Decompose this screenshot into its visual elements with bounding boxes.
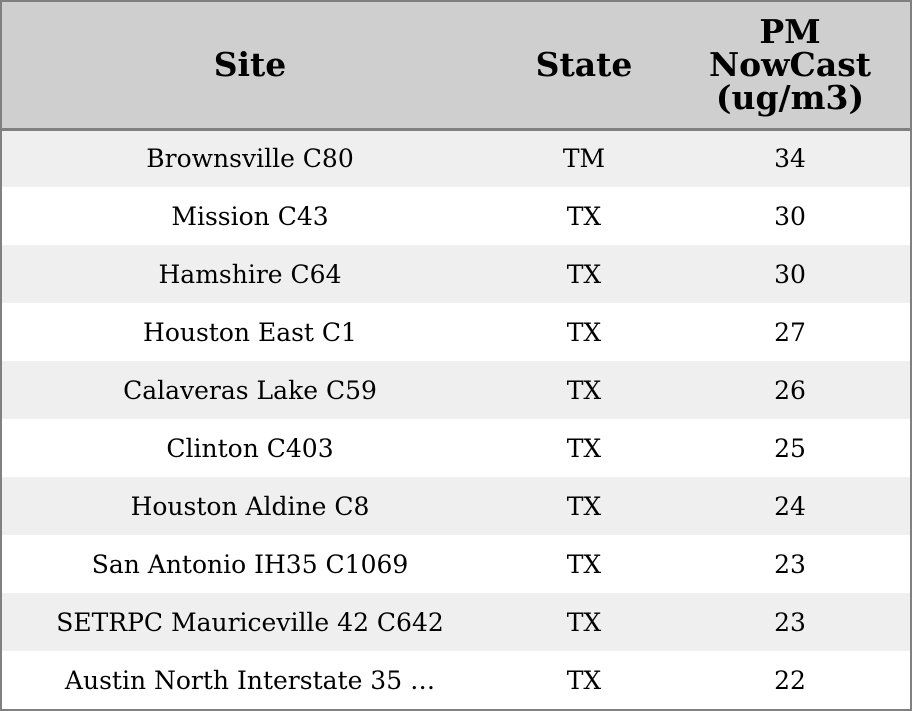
table-row: Houston Aldine C8 TX 24 <box>2 477 910 535</box>
cell-state: TX <box>566 375 602 405</box>
cell-site: Calaveras Lake C59 <box>123 375 377 405</box>
cell-pm: 23 <box>774 549 806 579</box>
cell-state: TX <box>566 201 602 231</box>
table-header: Site State PM NowCast (ug/m3) <box>2 2 910 131</box>
cell-state: TX <box>566 491 602 521</box>
table-row: Calaveras Lake C59 TX 26 <box>2 361 910 419</box>
cell-pm: 22 <box>774 665 806 695</box>
table-row: Austin North Interstate 35 … TX 22 <box>2 651 910 709</box>
column-header-site: Site <box>2 2 498 131</box>
table-row: San Antonio IH35 C1069 TX 23 <box>2 535 910 593</box>
cell-state: TX <box>566 549 602 579</box>
cell-pm: 30 <box>774 201 806 231</box>
cell-pm: 25 <box>774 433 806 463</box>
table-row: Brownsville C80 TM 34 <box>2 129 910 187</box>
table-row: Mission C43 TX 30 <box>2 187 910 245</box>
cell-pm: 23 <box>774 607 806 637</box>
cell-site: Houston East C1 <box>143 317 357 347</box>
table-row: Clinton C403 TX 25 <box>2 419 910 477</box>
column-header-pm-nowcast: PM NowCast (ug/m3) <box>670 2 910 131</box>
table-row: SETRPC Mauriceville 42 C642 TX 23 <box>2 593 910 651</box>
cell-site: Mission C43 <box>171 201 329 231</box>
pm-header-line-1: PM <box>759 12 821 52</box>
cell-site: Austin North Interstate 35 … <box>64 665 436 695</box>
cell-pm: 30 <box>774 259 806 289</box>
cell-state: TM <box>562 144 606 174</box>
pm-header-line-2: NowCast <box>708 45 872 85</box>
table-body: Brownsville C80 TM 34 Mission C43 TX 30 … <box>2 129 910 709</box>
cell-site: Hamshire C64 <box>158 259 342 289</box>
cell-pm: 27 <box>774 317 806 347</box>
cell-pm: 24 <box>774 491 806 521</box>
cell-state: TX <box>566 433 602 463</box>
cell-site: Brownsville C80 <box>146 144 354 174</box>
cell-pm: 26 <box>774 375 806 405</box>
cell-state: TX <box>566 259 602 289</box>
table-row: Hamshire C64 TX 30 <box>2 245 910 303</box>
cell-site: SETRPC Mauriceville 42 C642 <box>56 607 444 637</box>
cell-site: San Antonio IH35 C1069 <box>91 549 409 579</box>
cell-site: Houston Aldine C8 <box>130 491 370 521</box>
pm-header-line-3: (ug/m3) <box>715 78 865 118</box>
header-row: Site State PM NowCast (ug/m3) <box>2 2 910 131</box>
cell-site: Clinton C403 <box>166 433 334 463</box>
cell-state: TX <box>566 607 602 637</box>
cell-state: TX <box>566 317 602 347</box>
table-row: Houston East C1 TX 27 <box>2 303 910 361</box>
cell-state: TX <box>566 665 602 695</box>
cell-pm: 34 <box>774 144 806 174</box>
column-header-state: State <box>498 2 670 131</box>
